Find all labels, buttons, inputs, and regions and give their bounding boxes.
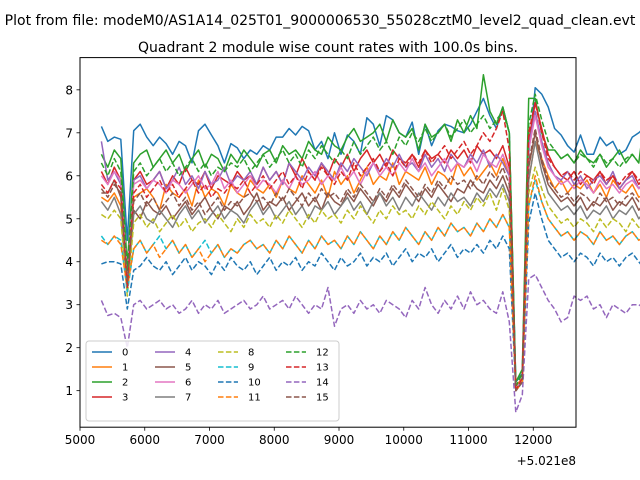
- x-tick-label: 12000: [514, 433, 552, 447]
- legend-label-10: 10: [248, 378, 261, 389]
- legend-label-9: 9: [248, 363, 254, 374]
- legend-label-13: 13: [316, 363, 329, 374]
- x-tick-label: 9000: [324, 433, 355, 447]
- x-tick-label: 11000: [449, 433, 487, 447]
- x-tick-label: 6000: [129, 433, 160, 447]
- series-line-0: [100, 86, 640, 383]
- series-line-12: [100, 93, 640, 388]
- series-line-4: [100, 110, 640, 392]
- series-line-7: [100, 140, 640, 392]
- y-tick-label: 4: [65, 255, 73, 269]
- axis-ticks: 5000 6000 7000 8000 9000 10000 11000 1200012345…: [65, 83, 553, 447]
- legend-label-11: 11: [248, 393, 261, 404]
- x-tick-label: 5000: [65, 433, 96, 447]
- legend-label-5: 5: [185, 363, 191, 374]
- series-line-14: [100, 273, 640, 413]
- y-tick-label: 3: [65, 298, 73, 312]
- series-line-11: [100, 175, 640, 392]
- series-line-8: [100, 166, 640, 392]
- legend-label-15: 15: [316, 393, 329, 404]
- legend-label-3: 3: [122, 393, 128, 404]
- x-tick-label: 7000: [194, 433, 225, 447]
- x-tick-label: 10000: [385, 433, 423, 447]
- legend-label-8: 8: [248, 348, 254, 359]
- y-tick-label: 8: [65, 83, 73, 97]
- legend-label-0: 0: [122, 348, 128, 359]
- chart-title: Quadrant 2 module wise count rates with …: [138, 40, 518, 56]
- legend-frame: [85, 340, 340, 422]
- x-tick-label: 8000: [259, 433, 290, 447]
- legend-label-12: 12: [316, 348, 329, 359]
- series-line-15: [100, 127, 640, 392]
- series-line-10: [101, 192, 640, 392]
- series-line-5: [101, 132, 640, 392]
- y-tick-label: 7: [65, 126, 73, 140]
- series-line-13: [100, 101, 640, 392]
- y-tick-label: 1: [65, 384, 73, 398]
- x-offset-label: +5.021e8: [517, 454, 576, 468]
- suptitle: Plot from file: modeM0/AS1A14_025T01_900…: [5, 13, 636, 29]
- legend-label-2: 2: [122, 378, 128, 389]
- plot-series: [100, 74, 640, 413]
- legend-label-1: 1: [122, 363, 128, 374]
- axes-frame: [79, 57, 577, 428]
- y-tick-label: 6: [65, 169, 73, 183]
- y-tick-label: 5: [65, 212, 73, 226]
- legend-label-6: 6: [185, 378, 191, 389]
- series-line-1: [100, 140, 640, 388]
- legend-label-14: 14: [316, 378, 329, 389]
- legend-label-7: 7: [185, 393, 191, 404]
- legend-label-4: 4: [185, 348, 191, 359]
- y-tick-label: 2: [65, 341, 73, 355]
